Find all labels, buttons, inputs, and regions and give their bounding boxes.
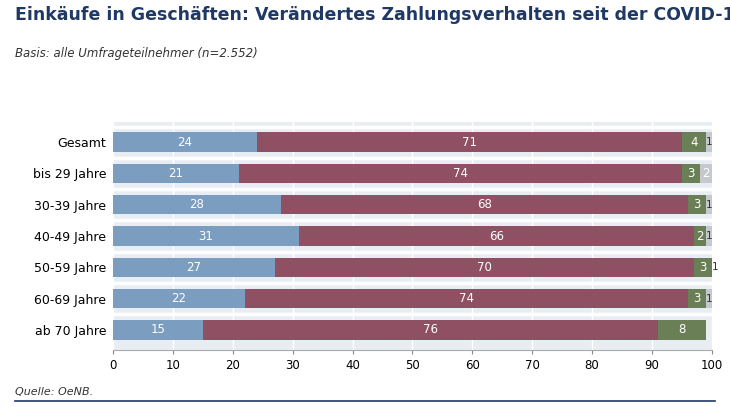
Text: 27: 27 [186, 261, 201, 274]
Bar [113, 289, 245, 309]
Text: 70: 70 [477, 261, 492, 274]
Text: 3: 3 [687, 167, 694, 180]
Text: 3: 3 [693, 292, 701, 305]
Bar [688, 195, 706, 214]
Bar [245, 289, 688, 309]
Text: 68: 68 [477, 198, 492, 211]
Bar [113, 132, 257, 152]
Bar [706, 226, 712, 246]
Bar [257, 132, 682, 152]
Text: 2: 2 [702, 167, 710, 180]
Bar [113, 320, 203, 340]
Text: 24: 24 [177, 136, 193, 149]
Bar [706, 195, 712, 214]
Bar [688, 289, 706, 309]
Bar [299, 226, 694, 246]
Text: 21: 21 [169, 167, 183, 180]
Bar [113, 195, 281, 214]
Text: 2: 2 [696, 230, 704, 243]
Bar [274, 258, 694, 277]
Text: 1: 1 [705, 200, 712, 210]
Text: Einkäufe in Geschäften: Verändertes Zahlungsverhalten seit der COVID-19-Krise: Einkäufe in Geschäften: Verändertes Zahl… [15, 6, 730, 24]
Text: 66: 66 [489, 230, 504, 243]
Text: 71: 71 [462, 136, 477, 149]
Bar [694, 226, 706, 246]
Bar [682, 164, 700, 183]
Text: 15: 15 [150, 324, 166, 337]
Text: 22: 22 [172, 292, 186, 305]
Text: 1: 1 [705, 137, 712, 147]
Text: 74: 74 [459, 292, 474, 305]
Bar [239, 164, 682, 183]
Text: 74: 74 [453, 167, 468, 180]
Bar [700, 164, 712, 183]
Bar [113, 258, 274, 277]
Text: 28: 28 [190, 198, 204, 211]
Legend: Ja, Nein, Nicht eingekauft, Weiß nicht: Ja, Nein, Nicht eingekauft, Weiß nicht [113, 406, 433, 407]
Bar [113, 164, 239, 183]
Text: 1: 1 [712, 263, 718, 272]
Text: 3: 3 [699, 261, 707, 274]
Text: 4: 4 [690, 136, 698, 149]
Bar [281, 195, 688, 214]
Bar [682, 132, 706, 152]
Bar [203, 320, 658, 340]
Text: 1: 1 [705, 231, 712, 241]
Text: 1: 1 [705, 294, 712, 304]
Text: 31: 31 [199, 230, 213, 243]
Bar [706, 132, 712, 152]
Bar [712, 258, 718, 277]
Bar [113, 226, 299, 246]
Text: 76: 76 [423, 324, 438, 337]
Text: 8: 8 [678, 324, 685, 337]
Bar [706, 289, 712, 309]
Bar [658, 320, 706, 340]
Bar [694, 258, 712, 277]
Text: Basis: alle Umfrageteilnehmer (n=2.552): Basis: alle Umfrageteilnehmer (n=2.552) [15, 47, 258, 60]
Text: Quelle: OeNB.: Quelle: OeNB. [15, 387, 93, 397]
Text: 3: 3 [693, 198, 701, 211]
